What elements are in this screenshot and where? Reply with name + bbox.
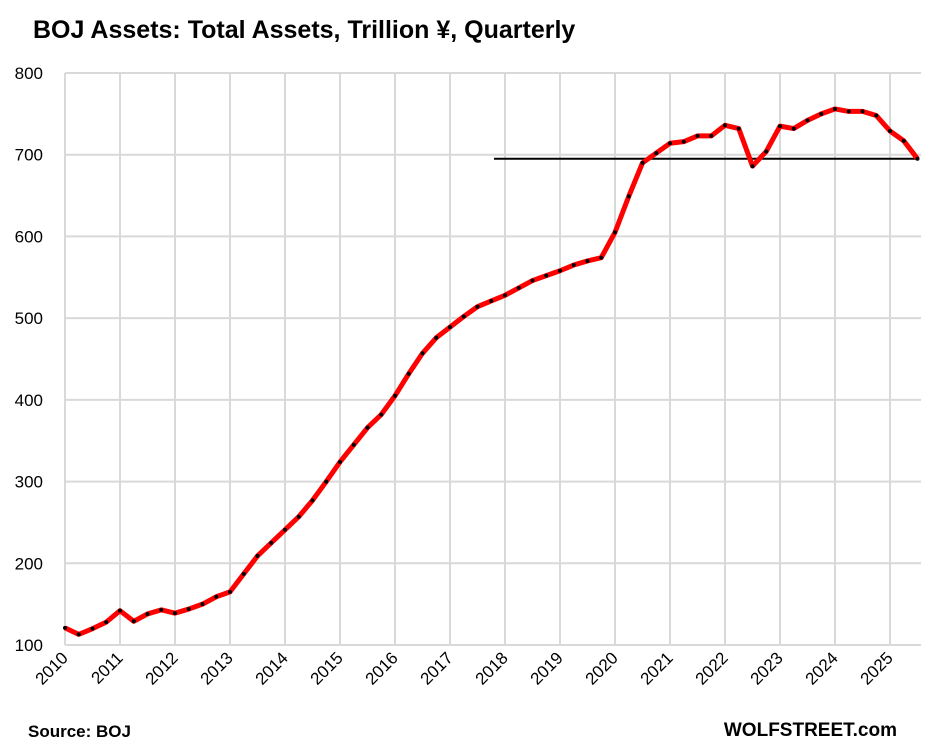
data-point	[324, 479, 329, 484]
x-tick-label: 2016	[362, 648, 402, 688]
y-tick-label: 300	[15, 473, 43, 492]
data-point	[186, 607, 191, 612]
data-point	[915, 156, 920, 161]
data-point	[791, 126, 796, 131]
x-tick-label: 2017	[417, 648, 457, 688]
data-point	[778, 124, 782, 129]
data-point	[434, 335, 439, 340]
x-tick-label: 2013	[197, 648, 237, 688]
data-point	[228, 589, 232, 594]
data-point	[63, 625, 67, 630]
data-point	[269, 540, 274, 545]
data-point	[558, 268, 562, 273]
data-point	[104, 620, 109, 625]
data-point	[173, 611, 177, 616]
y-tick-label: 500	[15, 309, 43, 328]
data-point	[475, 304, 480, 309]
data-point	[736, 126, 741, 131]
data-point	[695, 133, 700, 138]
data-point	[709, 133, 714, 138]
data-point	[241, 571, 246, 576]
data-point	[310, 498, 315, 503]
data-point	[76, 632, 81, 637]
data-point	[613, 230, 617, 235]
data-point	[805, 118, 810, 123]
y-tick-label: 400	[15, 391, 43, 410]
data-point	[90, 626, 95, 631]
y-tick-label: 200	[15, 554, 43, 573]
data-point	[296, 514, 301, 519]
data-point	[420, 351, 425, 356]
data-point	[571, 263, 576, 268]
x-tick-label: 2012	[142, 648, 182, 688]
data-point	[860, 109, 865, 114]
data-point	[503, 293, 507, 298]
data-point	[338, 459, 342, 464]
data-point	[448, 325, 452, 330]
x-tick-label: 2020	[582, 648, 622, 688]
data-point	[640, 160, 645, 165]
x-tick-label: 2021	[637, 648, 677, 688]
data-point	[214, 594, 219, 599]
data-point	[461, 314, 466, 319]
data-point	[365, 425, 370, 430]
data-point	[516, 285, 521, 290]
x-tick-label: 2019	[527, 648, 567, 688]
x-tick-label: 2018	[472, 648, 512, 688]
data-point	[599, 255, 604, 260]
x-tick-label: 2014	[252, 648, 292, 688]
data-point	[668, 141, 672, 146]
data-point	[626, 194, 631, 199]
data-point	[654, 151, 659, 156]
data-point	[118, 608, 122, 613]
x-tick-label: 2015	[307, 648, 347, 688]
data-point	[379, 412, 384, 417]
y-tick-label: 700	[15, 146, 43, 165]
data-point	[530, 278, 535, 283]
data-point	[351, 442, 356, 447]
chart-title: BOJ Assets: Total Assets, Trillion ¥, Qu…	[33, 16, 576, 44]
data-point	[145, 611, 150, 616]
data-point	[131, 619, 136, 624]
y-tick-label: 600	[15, 227, 43, 246]
x-tick-label: 2025	[857, 648, 897, 688]
data-point	[283, 527, 287, 532]
data-point	[406, 371, 411, 376]
series-line	[63, 106, 920, 637]
data-point	[819, 111, 824, 116]
data-point	[489, 298, 494, 303]
data-point	[833, 106, 837, 111]
x-tick-label: 2023	[747, 648, 787, 688]
data-point	[846, 109, 851, 114]
data-point	[681, 139, 686, 144]
data-point	[750, 164, 755, 169]
data-point	[159, 607, 164, 612]
data-point	[585, 258, 590, 263]
data-point	[723, 123, 727, 128]
x-tick-label: 2024	[802, 648, 842, 688]
data-point	[544, 273, 549, 278]
data-point	[888, 129, 892, 134]
data-point	[764, 149, 769, 154]
data-point	[393, 393, 397, 398]
y-tick-label: 100	[15, 636, 43, 655]
y-tick-label: 800	[15, 64, 43, 83]
x-tick-label: 2011	[88, 648, 127, 687]
data-point	[874, 113, 879, 118]
brand-label: WOLFSTREET.com	[723, 720, 897, 741]
source-label: Source: BOJ	[28, 722, 131, 741]
data-point	[901, 138, 906, 143]
data-point	[255, 553, 260, 558]
x-tick-label: 2022	[692, 648, 732, 688]
data-point	[200, 602, 205, 607]
